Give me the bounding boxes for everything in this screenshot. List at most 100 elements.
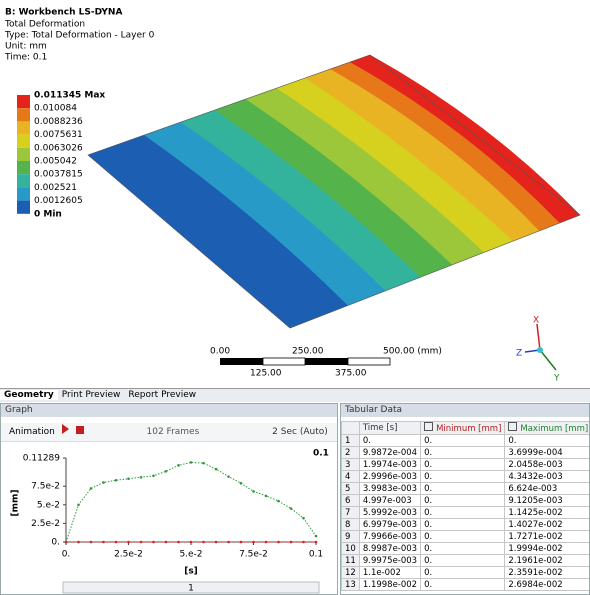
table-row: 10.0.0. — [342, 435, 590, 447]
legend-swatch — [17, 201, 30, 214]
table-cell: 4.997e-003 — [359, 495, 420, 507]
corner-cell — [342, 422, 360, 435]
graph-chart: 0.1 [mm] [s] 1 0.2.5e-25.e-27.5e-20.1128… — [1, 441, 337, 594]
table-cell: 0. — [421, 459, 505, 471]
tab-bar: GeometryPrint PreviewReport Preview — [0, 388, 590, 402]
triad-label: X — [533, 316, 539, 326]
tab[interactable]: Geometry — [0, 390, 58, 400]
legend-swatch — [17, 187, 30, 200]
table-cell: 6.624e-003 — [505, 483, 590, 495]
page: B: Workbench LS-DYNA Total Deformation T… — [0, 0, 590, 595]
x-axis-label: [s] — [184, 567, 198, 577]
table-cell: 1.1998e-002 — [359, 579, 420, 591]
header-line: Type: Total Deformation - Layer 0 — [4, 31, 155, 41]
triad-label: Z — [516, 349, 522, 359]
x-tick-label: 2.5e-2 — [114, 550, 143, 560]
table-cell: 9.9975e-003 — [359, 555, 420, 567]
data-point — [252, 541, 255, 544]
row-number: 2 — [342, 447, 360, 459]
stop-button[interactable] — [76, 426, 84, 434]
table-cell: 1.1e-002 — [359, 567, 420, 579]
scale-label: 500.00 (mm) — [383, 347, 442, 357]
y-tick-label: 0.11289 — [23, 454, 60, 464]
x-tick-label: 0.1 — [309, 550, 323, 560]
legend-label: 0 Min — [34, 209, 62, 219]
data-point — [152, 541, 155, 544]
row-number: 5 — [342, 483, 360, 495]
table-cell: 3.6999e-004 — [505, 447, 590, 459]
legend-swatch — [17, 135, 30, 148]
table-cell: 0. — [421, 495, 505, 507]
data-point — [127, 477, 130, 480]
frames-select[interactable]: 102 Frames — [147, 427, 200, 437]
table-cell: 7.9966e-003 — [359, 531, 420, 543]
data-point — [252, 490, 255, 493]
row-number: 12 — [342, 567, 360, 579]
legend-label: 0.0063026 — [34, 143, 83, 153]
checkbox[interactable] — [508, 422, 517, 431]
data-point — [277, 541, 280, 544]
data-point — [190, 461, 193, 464]
data-point — [290, 541, 293, 544]
table-cell: 0. — [421, 567, 505, 579]
data-point — [227, 541, 230, 544]
data-point — [165, 470, 168, 473]
header-line: Unit: mm — [5, 42, 47, 52]
legend-label: 0.005042 — [34, 157, 77, 167]
table-cell: 0. — [421, 531, 505, 543]
table-cell: 8.9987e-003 — [359, 543, 420, 555]
data-point — [102, 481, 105, 484]
play-button[interactable] — [62, 424, 69, 434]
data-point — [115, 479, 118, 482]
column-header: Time [s] — [359, 422, 420, 435]
checkbox[interactable] — [424, 422, 433, 431]
data-point — [202, 541, 205, 544]
triad: X Y Z — [516, 316, 560, 384]
tab[interactable]: Print Preview — [58, 390, 125, 400]
table-cell: 1.9994e-002 — [505, 543, 590, 555]
y-axis-label: [mm] — [11, 490, 21, 517]
data-point — [177, 541, 180, 544]
y-tick-label: 7.5e-2 — [31, 482, 60, 492]
row-number: 10 — [342, 543, 360, 555]
table-cell: 1.7271e-002 — [505, 531, 590, 543]
data-point — [127, 541, 130, 544]
scale-seg — [305, 358, 348, 365]
scale-label: 250.00 — [292, 347, 324, 357]
table-cell: 0. — [421, 519, 505, 531]
data-point — [177, 464, 180, 467]
data-point — [240, 482, 243, 485]
table-panel: Tabular Data Time [s]Minimum [mm]Maximum… — [340, 403, 590, 595]
table-cell: 0. — [421, 555, 505, 567]
data-point — [152, 474, 155, 477]
y-tick-label: 5.e-2 — [37, 500, 60, 510]
header-line: Time: 0.1 — [4, 53, 47, 63]
row-number: 9 — [342, 531, 360, 543]
table-cell: 2.6984e-002 — [505, 579, 590, 591]
panel-title: Graph — [1, 404, 337, 417]
data-point — [265, 541, 268, 544]
table-cell: 2.0458e-003 — [505, 459, 590, 471]
row-number: 6 — [342, 495, 360, 507]
legend-swatch — [17, 161, 30, 174]
table-cell: 1.9974e-003 — [359, 459, 420, 471]
table-cell: 0. — [421, 543, 505, 555]
data-point — [227, 475, 230, 478]
data-point — [90, 541, 93, 544]
data-point — [302, 517, 305, 520]
table-cell: 1.4027e-002 — [505, 519, 590, 531]
data-point — [240, 541, 243, 544]
scale-label: 0.00 — [210, 347, 230, 357]
legend-label: 0.0075631 — [34, 130, 83, 140]
table-cell: 2.3591e-002 — [505, 567, 590, 579]
tab[interactable]: Report Preview — [124, 390, 200, 400]
duration-select[interactable]: 2 Sec (Auto) — [272, 427, 328, 437]
data-point — [302, 541, 305, 544]
header-line: Total Deformation — [4, 20, 85, 30]
scale-label: 125.00 — [250, 369, 282, 379]
data-point — [202, 462, 205, 465]
